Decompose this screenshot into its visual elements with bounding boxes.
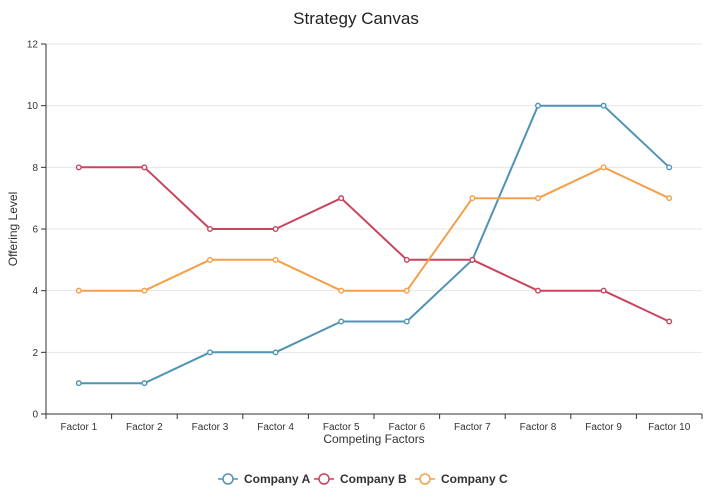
- x-tick-label: Factor 5: [323, 422, 360, 433]
- legend-label: Company C: [441, 472, 508, 486]
- y-tick-label: 2: [32, 348, 38, 359]
- x-tick-label: Factor 6: [388, 422, 425, 433]
- y-tick-label: 4: [32, 286, 38, 297]
- legend-label: Company B: [340, 472, 407, 486]
- data-point[interactable]: [535, 287, 542, 294]
- series-layer: [75, 102, 673, 387]
- data-point[interactable]: [75, 287, 82, 294]
- chart-title: Strategy Canvas: [293, 9, 419, 28]
- data-point[interactable]: [469, 195, 476, 202]
- data-point[interactable]: [272, 256, 279, 263]
- data-point[interactable]: [403, 256, 410, 263]
- y-tick-label: 0: [32, 410, 38, 421]
- data-point[interactable]: [272, 349, 279, 356]
- y-tick-label: 8: [32, 163, 38, 174]
- x-tick-label: Factor 1: [60, 422, 97, 433]
- x-tick-label: Factor 4: [257, 422, 294, 433]
- data-point[interactable]: [600, 164, 607, 171]
- x-tick-label: Factor 9: [585, 422, 622, 433]
- x-tick-label: Factor 8: [520, 422, 557, 433]
- data-point[interactable]: [600, 287, 607, 294]
- y-tick-label: 12: [27, 40, 39, 51]
- x-axis-title: Competing Factors: [323, 432, 424, 446]
- data-point[interactable]: [666, 164, 673, 171]
- data-point[interactable]: [600, 102, 607, 109]
- series-line: [78, 166, 670, 323]
- data-point[interactable]: [206, 225, 213, 232]
- data-point[interactable]: [535, 195, 542, 202]
- data-point[interactable]: [666, 195, 673, 202]
- x-tick-label: Factor 7: [454, 422, 491, 433]
- legend-circle-icon: [222, 473, 234, 485]
- legend-item[interactable]: Company A: [218, 472, 311, 486]
- y-tick-label: 10: [27, 101, 39, 112]
- gridlines: [46, 43, 702, 353]
- data-point[interactable]: [75, 380, 82, 387]
- y-axis-title: Offering Level: [6, 192, 20, 267]
- x-tick-label: Factor 3: [192, 422, 229, 433]
- series-company-b: [75, 164, 673, 325]
- data-point[interactable]: [272, 225, 279, 232]
- x-axis-ticks: Factor 1 Factor 2 Factor 3 Factor 4 Factor 5…: [45, 414, 703, 433]
- data-point[interactable]: [141, 287, 148, 294]
- data-point[interactable]: [666, 318, 673, 325]
- data-point[interactable]: [206, 256, 213, 263]
- data-point[interactable]: [75, 164, 82, 171]
- x-tick-label: Factor 10: [648, 422, 691, 433]
- data-point[interactable]: [469, 256, 476, 263]
- data-point[interactable]: [206, 349, 213, 356]
- data-point[interactable]: [403, 287, 410, 294]
- data-point[interactable]: [338, 195, 345, 202]
- data-point[interactable]: [338, 318, 345, 325]
- series-company-c: [75, 164, 673, 294]
- legend-item[interactable]: Company B: [314, 472, 407, 486]
- y-tick-label: 6: [32, 225, 38, 236]
- data-point[interactable]: [338, 287, 345, 294]
- legend-item[interactable]: Company C: [415, 472, 508, 486]
- series-company-a: [75, 102, 673, 387]
- y-axis-ticks: 0 2 4 6 8 10 12: [27, 40, 46, 421]
- legend-circle-icon: [318, 473, 330, 485]
- legend: Company A Company B Company C: [218, 472, 508, 486]
- legend-label: Company A: [244, 472, 311, 486]
- series-line: [78, 166, 670, 292]
- data-point[interactable]: [141, 164, 148, 171]
- data-point[interactable]: [535, 102, 542, 109]
- data-point[interactable]: [403, 318, 410, 325]
- series-line: [78, 104, 670, 385]
- x-tick-label: Factor 2: [126, 422, 163, 433]
- legend-circle-icon: [419, 473, 431, 485]
- data-point[interactable]: [141, 380, 148, 387]
